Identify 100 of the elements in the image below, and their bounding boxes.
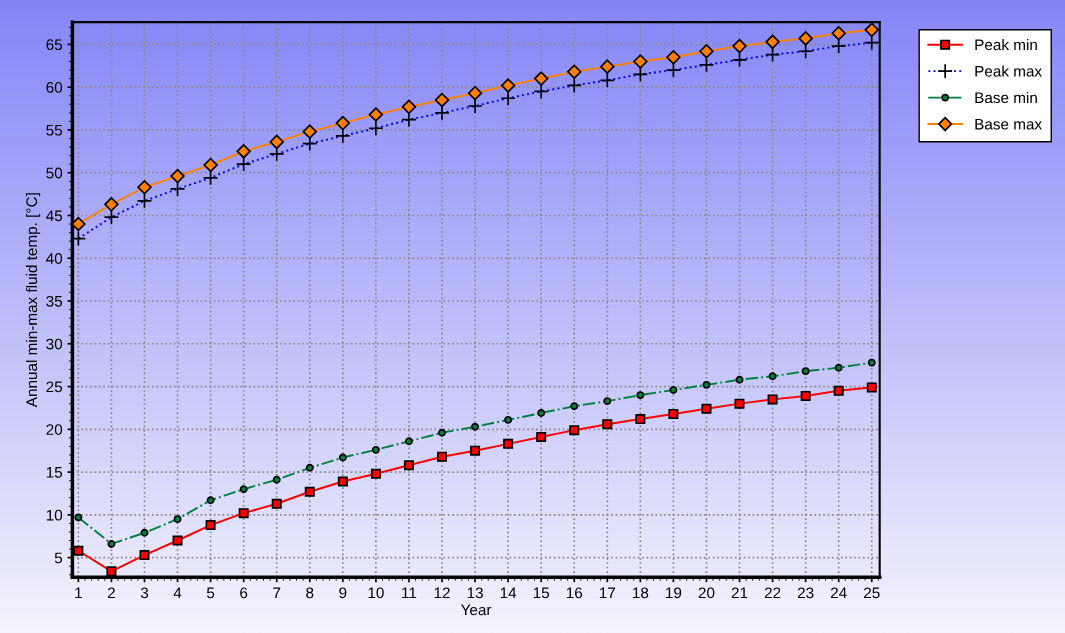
x-tick-label: 2	[107, 587, 115, 599]
point	[699, 44, 714, 59]
x-tick-label: 16	[566, 587, 583, 599]
point	[600, 59, 615, 74]
point	[504, 415, 513, 424]
x-tick-label: 19	[666, 587, 682, 599]
x-tick-label: 15	[533, 587, 550, 599]
point	[104, 197, 119, 212]
point	[368, 107, 384, 122]
point	[72, 216, 86, 232]
point	[139, 550, 150, 561]
point	[73, 545, 84, 556]
y-tick-label: 20	[46, 424, 63, 435]
point	[864, 22, 879, 38]
x-tick-label: 6	[240, 587, 248, 599]
point	[140, 528, 149, 537]
point	[735, 375, 744, 384]
point	[173, 515, 182, 524]
point	[867, 358, 876, 367]
point	[467, 85, 483, 101]
x-tick-label: 14	[500, 587, 517, 599]
y-tick-label: 35	[46, 295, 63, 307]
x-tick-label: 3	[140, 587, 149, 599]
y-tick-label: 30	[46, 338, 63, 350]
legend-label: Base min	[975, 91, 1037, 104]
x-tick-label: 24	[830, 587, 847, 599]
y-tick-label: 50	[46, 167, 63, 179]
point	[500, 78, 516, 93]
x-tick-label: 21	[731, 587, 748, 599]
point	[603, 397, 612, 406]
x-tick-label: 20	[698, 587, 715, 599]
point	[702, 380, 711, 389]
point	[106, 566, 117, 577]
point	[271, 498, 282, 509]
point	[834, 363, 843, 372]
x-tick-label: 9	[339, 587, 347, 599]
point	[503, 438, 514, 449]
point	[404, 437, 413, 446]
x-tick-label: 13	[467, 587, 483, 599]
point	[206, 496, 215, 505]
y-axis-title: Annual min-max fluid temp. [°C]	[25, 193, 41, 408]
x-tick-label: 18	[633, 587, 649, 599]
point	[533, 71, 549, 86]
x-tick-label: 23	[797, 587, 814, 599]
legend-label: Peak min	[975, 38, 1037, 51]
point	[567, 64, 582, 79]
x-tick-label: 1	[75, 587, 82, 599]
y-tick-label: 60	[46, 82, 63, 93]
x-axis-title: Year	[460, 604, 492, 616]
x-tick-label: 5	[206, 587, 215, 599]
point	[701, 403, 712, 414]
point	[633, 54, 648, 69]
x-tick-label: 10	[368, 587, 384, 599]
point	[768, 372, 777, 381]
point	[107, 539, 116, 548]
point	[239, 485, 248, 494]
point	[668, 408, 679, 419]
point	[569, 425, 580, 436]
point	[635, 414, 646, 425]
y-tick-label: 10	[46, 509, 63, 521]
point	[238, 508, 249, 519]
point	[470, 445, 481, 456]
point	[302, 124, 317, 139]
point	[304, 486, 315, 497]
point	[767, 394, 778, 405]
point	[831, 26, 846, 41]
point	[666, 50, 681, 65]
point	[734, 398, 745, 409]
point	[800, 390, 811, 401]
point	[269, 134, 284, 150]
point	[438, 428, 446, 437]
point	[305, 463, 314, 472]
y-tick-label: 5	[54, 552, 63, 564]
y-tick-label: 65	[46, 39, 63, 51]
y-tick-label: 45	[46, 210, 63, 222]
point	[205, 520, 216, 531]
point	[170, 168, 185, 184]
point	[537, 409, 546, 418]
point	[636, 391, 645, 400]
point	[236, 144, 251, 159]
point	[403, 460, 414, 471]
point	[74, 513, 83, 522]
point	[272, 475, 281, 484]
point	[866, 382, 877, 393]
point	[798, 31, 813, 46]
y-tick-label: 40	[46, 253, 63, 264]
point	[833, 385, 844, 396]
y-tick-label: 25	[46, 381, 63, 393]
point	[434, 92, 450, 108]
legend-label: Base max	[975, 118, 1042, 130]
point	[371, 445, 380, 454]
x-tick-label: 7	[273, 587, 281, 599]
point	[172, 535, 183, 546]
x-tick-label: 22	[764, 587, 781, 599]
point	[669, 386, 678, 394]
point	[536, 432, 547, 443]
x-tick-label: 4	[173, 587, 182, 599]
x-tick-label: 17	[599, 587, 616, 599]
point	[602, 419, 613, 430]
point	[732, 38, 747, 54]
